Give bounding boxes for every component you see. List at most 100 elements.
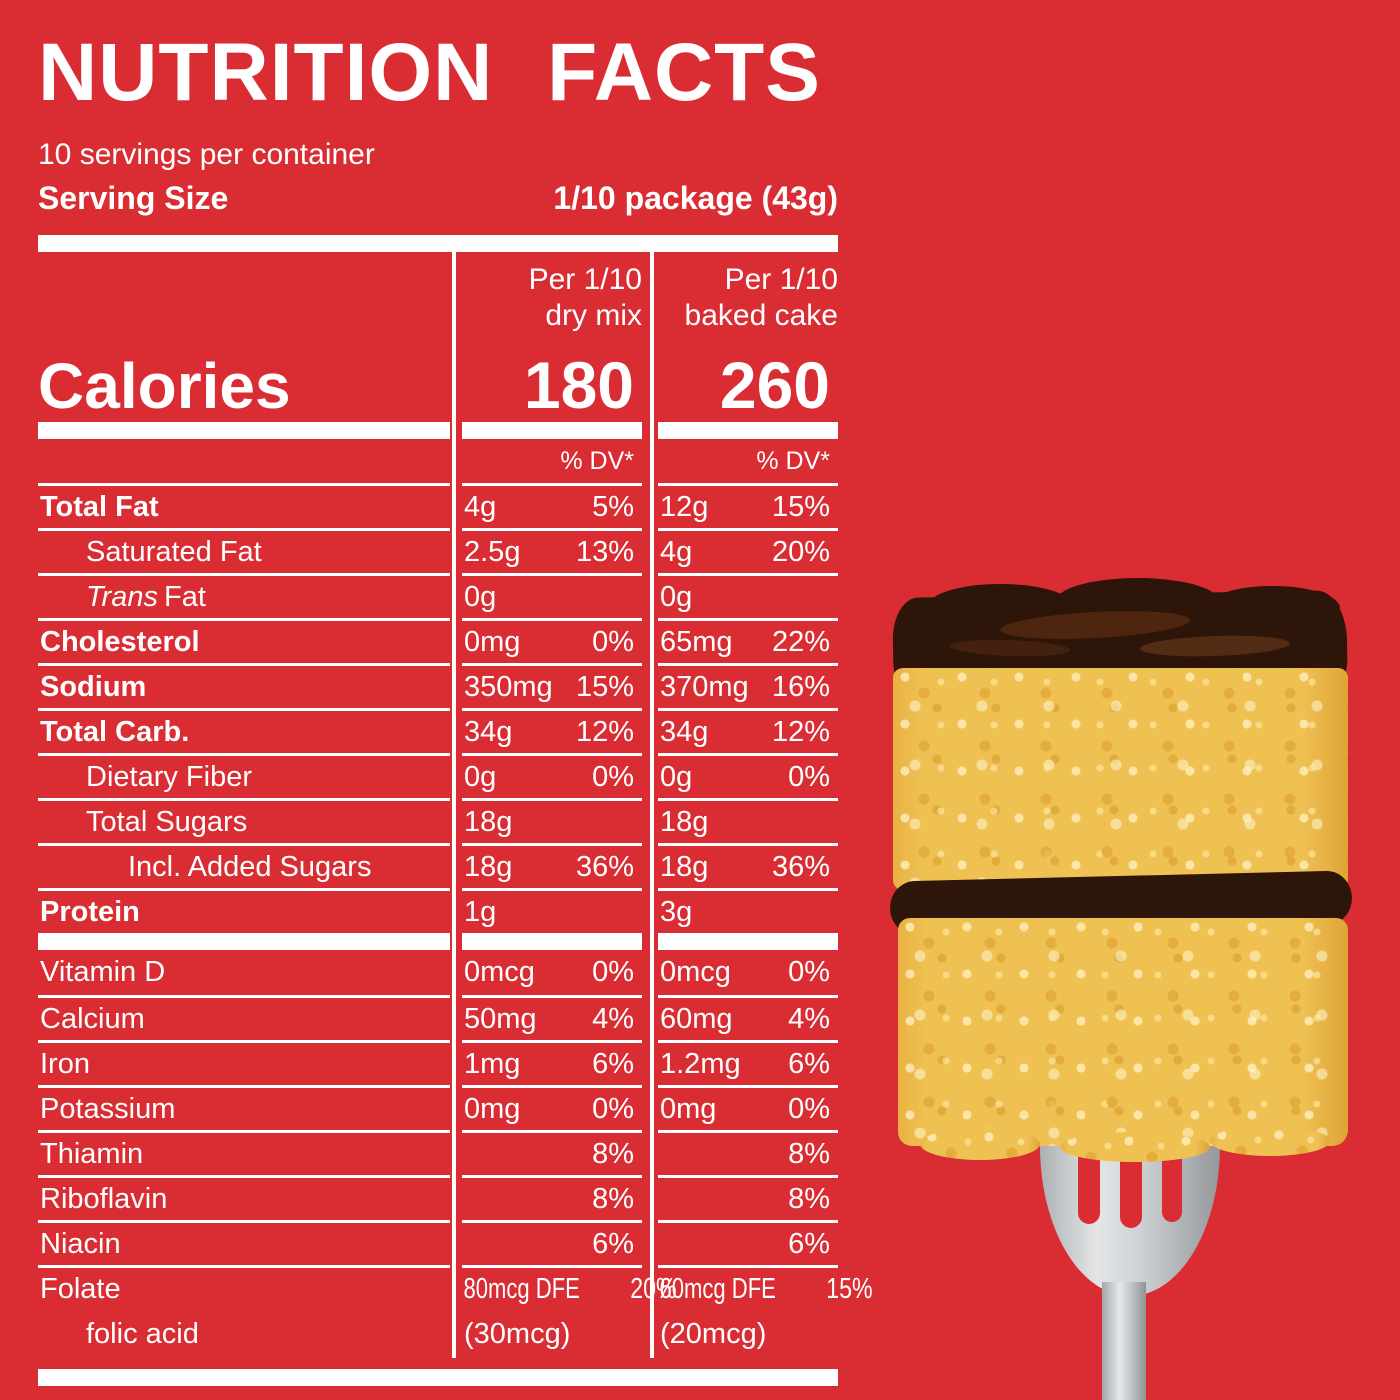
nutrient-label: Trans Fat: [38, 573, 450, 618]
nutrient-amount: 1g: [464, 895, 497, 928]
nutrient-amount: 12g: [660, 490, 709, 523]
nutrition-table: Per 1/10 dry mix Per 1/10 baked cake Cal…: [38, 252, 873, 1358]
nutrient-dv: 6%: [592, 1047, 634, 1080]
nutrient-dv: 16%: [771, 670, 830, 703]
nutrient-amount: 18g: [660, 805, 709, 838]
fork-tine-gap: [1162, 1146, 1182, 1222]
nutrient-dv: 6%: [788, 1227, 830, 1260]
nutrient-dv: 8%: [592, 1182, 634, 1215]
serving-size-row: Serving Size 1/10 package (43g): [38, 180, 838, 217]
nutrient-label: Cholesterol: [38, 618, 450, 663]
spacer-cell: [38, 252, 450, 326]
percent-dv-header-baked-cake: % DV*: [756, 446, 830, 475]
nutrient-values-col1: 1g: [462, 888, 642, 933]
nutrient-row: Vitamin D 0mcg 0% 0mcg 0%: [38, 950, 838, 995]
nutrient-label: Protein: [38, 888, 450, 933]
nutrient-dv: 12%: [771, 715, 830, 748]
nutrient-dv: 8%: [592, 1137, 634, 1170]
nutrient-amount: 0g: [660, 580, 693, 613]
nutrient-values-col2: 0g: [658, 573, 838, 618]
nutrient-amount: 34g: [464, 715, 513, 748]
nutrient-values-col1: 0g 0%: [462, 753, 642, 798]
nutrient-amount: 0mg: [464, 625, 521, 658]
nutrient-row: Cholesterol 0mg 0% 65mg 22%: [38, 618, 838, 663]
nutrient-dv: 0%: [592, 625, 634, 658]
nutrition-panel: NUTRITION FACTS 10 servings per containe…: [38, 0, 873, 1386]
thick-divider-top: [38, 235, 838, 252]
nutrient-values-col2: 60mcg DFE 15%: [658, 1265, 873, 1310]
cake-crumb-edge: [1210, 1126, 1330, 1156]
nutrient-label: Saturated Fat: [38, 528, 450, 573]
calories-value-dry-mix: 180: [523, 348, 634, 422]
nutrient-values-col1: 350mg 15%: [462, 663, 642, 708]
divider-segment: [38, 422, 450, 439]
vertical-divider-2: [650, 252, 654, 1358]
nutrient-amount: 60mcg DFE: [659, 1272, 776, 1305]
nutrient-amount: 34g: [660, 715, 709, 748]
nutrient-dv: 0%: [788, 956, 830, 988]
nutrient-dv: 22%: [771, 625, 830, 658]
nutrient-amount: (20mcg): [660, 1317, 767, 1350]
nutrient-values-col1: 0mg 0%: [462, 618, 642, 663]
fork-tine-gap: [1078, 1146, 1100, 1224]
nutrient-dv: 0%: [592, 760, 634, 793]
nutrient-values-col2: 60mg 4%: [658, 995, 838, 1040]
nutrient-amount: 4g: [660, 535, 693, 568]
divider-segment: [658, 422, 838, 439]
nutrient-dv: 6%: [592, 1227, 634, 1260]
nutrient-values-col1: 0g: [462, 573, 642, 618]
nutrient-amount: 4g: [464, 490, 497, 523]
nutrient-label: Vitamin D: [40, 956, 166, 988]
nutrient-label: Calcium: [38, 995, 450, 1040]
nutrient-amount: 0mcg: [464, 956, 535, 988]
cake-crumb-edge: [920, 1128, 1040, 1160]
nutrient-values-col2: 0mcg 0%: [658, 950, 838, 995]
cake-sponge-bottom-layer: [898, 918, 1348, 1146]
percent-dv-header-dry-mix: % DV*: [560, 446, 634, 475]
nutrient-row: Folate 80mcg DFE 20% 60mcg DFE 15%: [38, 1265, 873, 1310]
cake-crumb-edge: [1060, 1132, 1210, 1162]
nutrient-amount: 18g: [464, 805, 513, 838]
nutrient-row: Riboflavin 8% 8%: [38, 1175, 838, 1220]
nutrient-row: Total Sugars 18g 18g: [38, 798, 838, 843]
nutrient-label: Riboflavin: [38, 1175, 450, 1220]
nutrient-amount: 350mg: [464, 670, 553, 703]
nutrient-row: Niacin 6% 6%: [38, 1220, 838, 1265]
nutrient-dv: 6%: [788, 1047, 830, 1080]
nutrient-label: Dietary Fiber: [38, 753, 450, 798]
nutrient-dv: 4%: [788, 1002, 830, 1035]
nutrient-amount: 80mcg DFE: [463, 1272, 580, 1305]
nutrient-dv: 12%: [575, 715, 634, 748]
nutrient-row: Trans Fat 0g 0g: [38, 573, 838, 618]
nutrient-amount: 0g: [464, 580, 497, 613]
column-header-row: Per 1/10 dry mix Per 1/10 baked cake: [38, 252, 838, 332]
nutrient-amount: 0mg: [660, 1092, 717, 1125]
nutrient-amount: (30mcg): [464, 1317, 571, 1350]
column-header-line: dry mix: [545, 299, 642, 332]
nutrient-values-col2: 1.2mg 6%: [658, 1040, 838, 1085]
nutrient-values-col1: 1mg 6%: [462, 1040, 642, 1085]
serving-size-label: Serving Size: [38, 180, 229, 216]
nutrient-dv: 36%: [771, 850, 830, 883]
nutrition-facts-title: NUTRITION FACTS: [38, 27, 821, 118]
nutrient-values-col1: 50mg 4%: [462, 995, 642, 1040]
nutrient-values-col1: 0mcg 0%: [462, 950, 642, 995]
nutrient-dv: 0%: [788, 1092, 830, 1125]
thick-divider-bottom: [38, 1369, 838, 1386]
frosting-blob: [1205, 586, 1340, 630]
nutrient-row: Iron 1mg 6% 1.2mg 6%: [38, 1040, 838, 1085]
nutrient-dv: 20%: [630, 1272, 677, 1305]
nutrient-rows: Total Fat 4g 5% 12g 15% Saturated Fat 2.5g 13% 4…: [38, 483, 873, 1358]
nutrient-values-col2: 0g 0%: [658, 753, 838, 798]
nutrient-label-italic: Trans: [86, 580, 158, 613]
calories-label: Calories: [38, 350, 291, 422]
nutrient-values-col2: 0mg 0%: [658, 1085, 838, 1130]
nutrient-amount: 0mg: [464, 1092, 521, 1125]
nutrient-dv: 0%: [592, 956, 634, 988]
nutrient-dv: 4%: [592, 1002, 634, 1035]
nutrient-values-col2: 8%: [658, 1175, 838, 1220]
nutrient-label: Total Fat: [38, 483, 450, 528]
nutrient-values-col1: (30mcg): [462, 1310, 642, 1358]
nutrient-amount: 0g: [660, 760, 693, 793]
nutrient-amount: 3g: [660, 895, 693, 928]
